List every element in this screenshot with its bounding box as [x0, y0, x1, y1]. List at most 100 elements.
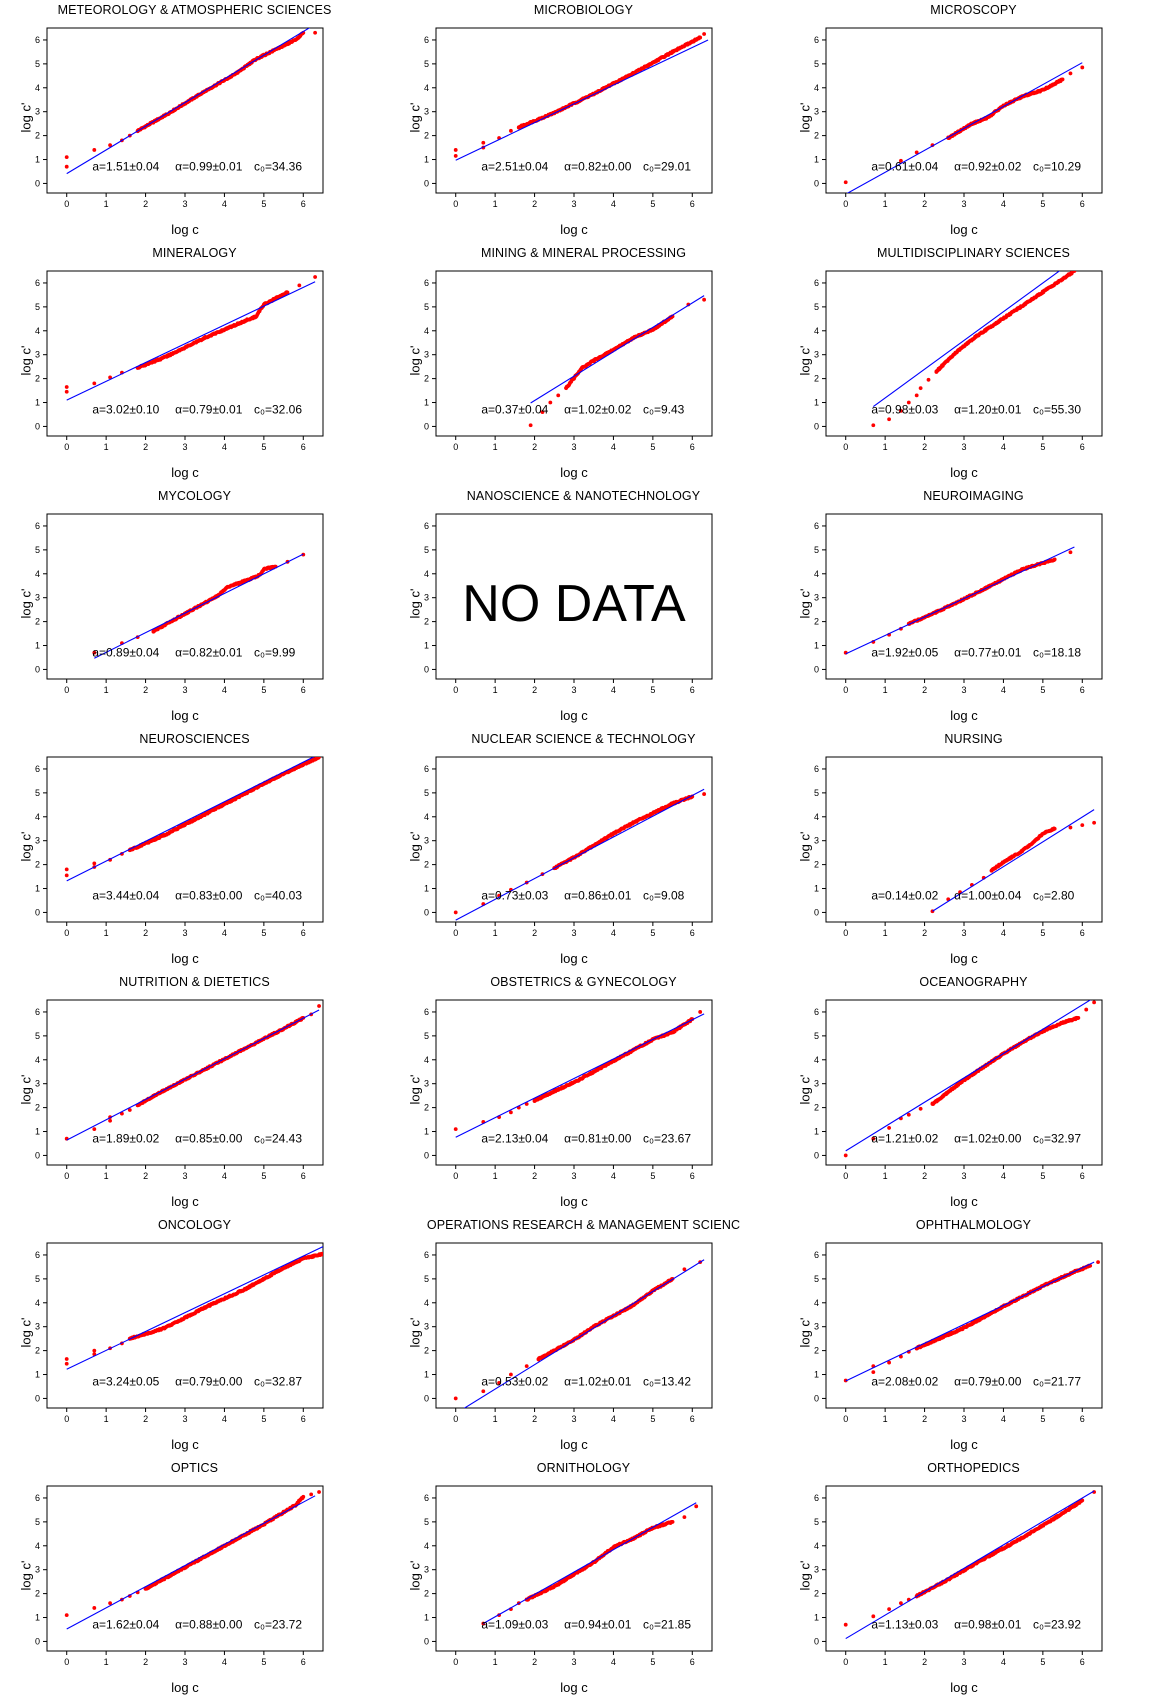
x-tick-label: 4 — [222, 442, 227, 452]
x-tick-label: 5 — [650, 1657, 655, 1667]
y-tick-label: 6 — [35, 521, 40, 531]
fit-param-a: a=0.73±0.03 — [481, 888, 548, 902]
x-tick-label: 6 — [301, 928, 306, 938]
plot-area — [65, 752, 323, 881]
plot-area — [454, 1010, 704, 1137]
x-tick-label: 4 — [1001, 1657, 1006, 1667]
y-tick-label: 0 — [35, 1636, 40, 1646]
x-tick-label: 3 — [571, 442, 576, 452]
fit-param-a: a=1.51±0.04 — [92, 159, 159, 173]
y-tick-label: 6 — [35, 1007, 40, 1017]
fit-param-c0: c₀=2.80 — [1033, 888, 1075, 902]
y-tick-label: 4 — [35, 569, 40, 579]
x-tick-label: 5 — [261, 928, 266, 938]
plot-area — [65, 1004, 321, 1141]
x-axis-label: log c — [47, 951, 323, 966]
x-tick-label: 1 — [104, 1171, 109, 1181]
y-tick-label: 2 — [424, 860, 429, 870]
x-axis-label: log c — [826, 708, 1102, 723]
panel-title: MINERALOGY — [0, 246, 389, 260]
x-tick-label: 5 — [1040, 442, 1045, 452]
data-point — [309, 1492, 313, 1496]
y-tick-label: 0 — [35, 664, 40, 674]
data-point — [65, 165, 69, 169]
fit-param-a: a=2.13±0.04 — [481, 1131, 548, 1145]
y-tick-label: 0 — [35, 421, 40, 431]
plot-area — [844, 1260, 1100, 1382]
x-tick-label: 3 — [182, 1171, 187, 1181]
x-tick-label: 1 — [883, 199, 888, 209]
y-tick-label: 6 — [814, 35, 819, 45]
y-tick-label: 5 — [814, 545, 819, 555]
x-tick-label: 2 — [532, 685, 537, 695]
fit-param-a: a=3.02±0.10 — [92, 402, 159, 416]
fit-line — [67, 1247, 323, 1370]
y-tick-label: 5 — [814, 302, 819, 312]
y-tick-label: 2 — [424, 374, 429, 384]
y-tick-label: 5 — [35, 59, 40, 69]
x-tick-label: 5 — [650, 1414, 655, 1424]
x-tick-label: 4 — [1001, 1414, 1006, 1424]
fit-param-alpha: α=1.20±0.01 — [954, 402, 1022, 416]
y-tick-label: 6 — [814, 1007, 819, 1017]
x-tick-label: 6 — [690, 1171, 695, 1181]
x-tick-label: 0 — [453, 442, 458, 452]
y-tick-label: 0 — [814, 1393, 819, 1403]
y-tick-label: 1 — [35, 884, 40, 894]
panel-title: OBSTETRICS & GYNECOLOGY — [389, 975, 778, 989]
y-tick-label: 2 — [35, 860, 40, 870]
fit-line — [456, 40, 708, 160]
y-tick-label: 4 — [424, 83, 429, 93]
y-tick-label: 1 — [35, 1613, 40, 1623]
fit-param-a: a=2.51±0.04 — [481, 159, 548, 173]
x-tick-label: 1 — [493, 928, 498, 938]
fit-line — [67, 24, 315, 173]
x-tick-label: 3 — [182, 1414, 187, 1424]
x-tick-label: 6 — [690, 928, 695, 938]
data-point — [907, 1113, 911, 1117]
x-tick-label: 5 — [261, 1171, 266, 1181]
y-axis-label: log c' — [798, 88, 813, 148]
x-tick-label: 5 — [261, 199, 266, 209]
data-point — [65, 1613, 69, 1617]
x-tick-label: 3 — [182, 1657, 187, 1667]
panel-title: OPHTHALMOLOGY — [779, 1218, 1168, 1232]
y-tick-label: 5 — [35, 788, 40, 798]
fit-param-c0: c₀=32.87 — [254, 1374, 302, 1388]
x-axis-label: log c — [826, 1194, 1102, 1209]
panel-title: MINING & MINERAL PROCESSING — [389, 246, 778, 260]
no-data-message: NO DATA — [436, 574, 712, 634]
data-point — [108, 1119, 112, 1123]
y-axis-label: log c' — [408, 1303, 423, 1363]
x-tick-label: 2 — [143, 685, 148, 695]
y-axis-label: log c' — [19, 1546, 34, 1606]
x-axis-label: log c — [47, 1437, 323, 1452]
fit-param-a: a=0.98±0.03 — [871, 402, 938, 416]
data-point — [1053, 558, 1057, 562]
y-tick-label: 5 — [35, 1274, 40, 1284]
y-tick-label: 2 — [424, 131, 429, 141]
fit-param-a: a=3.44±0.04 — [92, 888, 159, 902]
x-tick-label: 5 — [650, 1171, 655, 1181]
x-tick-label: 5 — [261, 685, 266, 695]
y-tick-label: 0 — [814, 907, 819, 917]
y-tick-label: 4 — [35, 1055, 40, 1065]
x-axis-label: log c — [826, 951, 1102, 966]
fit-param-alpha: α=0.99±0.01 — [175, 159, 243, 173]
y-tick-label: 6 — [35, 764, 40, 774]
x-tick-label: 5 — [1040, 1171, 1045, 1181]
x-tick-label: 6 — [1080, 1657, 1085, 1667]
fit-line — [67, 282, 315, 400]
data-point — [548, 401, 552, 405]
